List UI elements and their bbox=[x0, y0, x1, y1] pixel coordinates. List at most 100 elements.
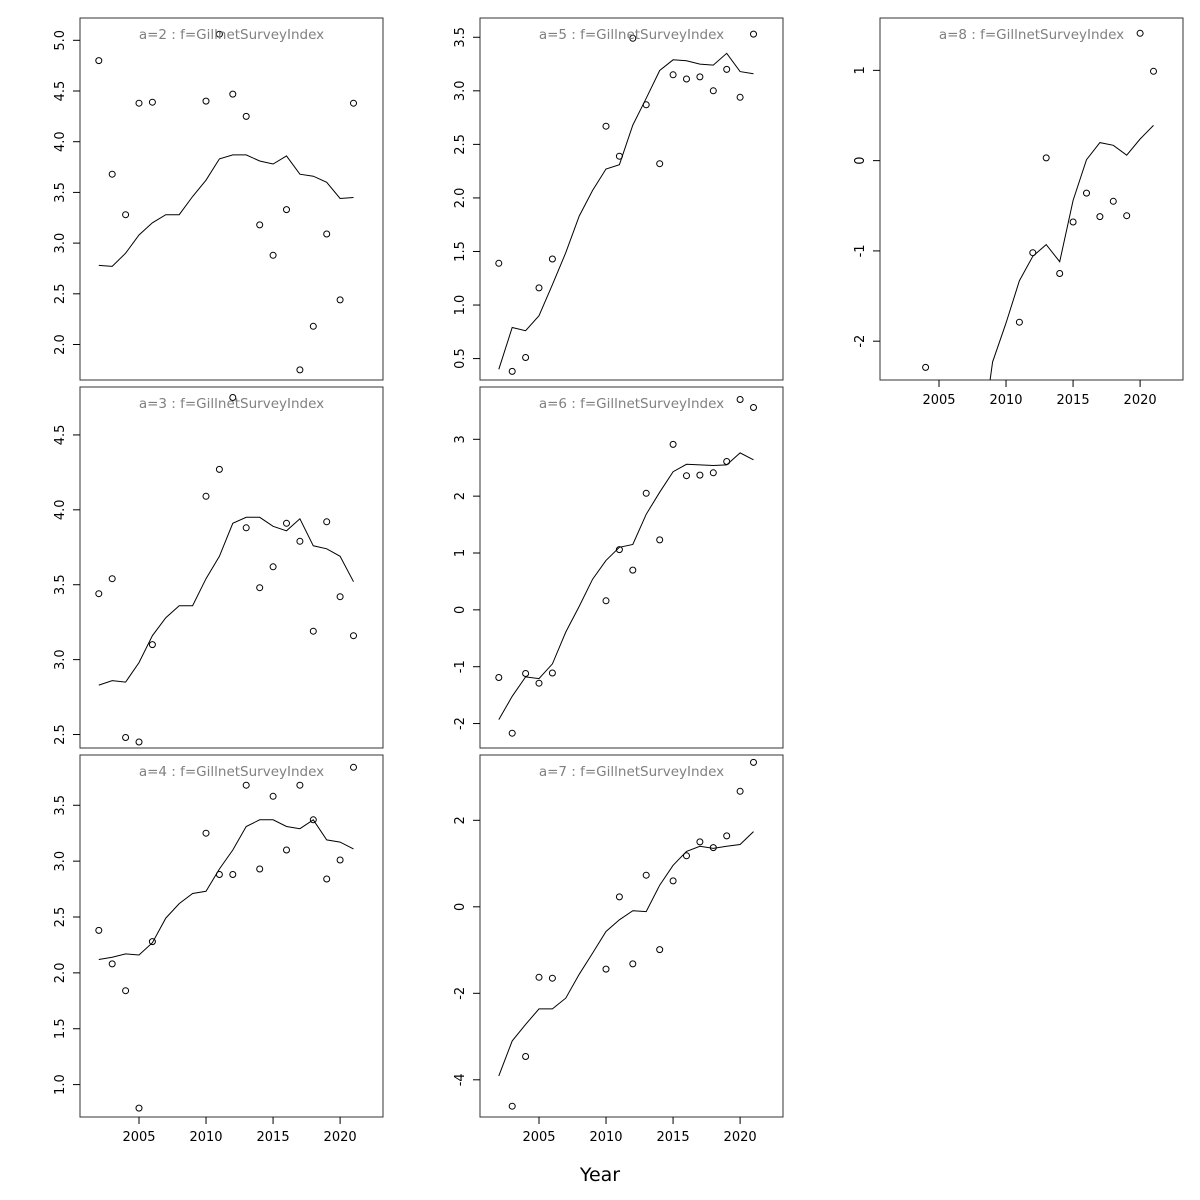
y-tick-label: 4.0 bbox=[53, 131, 68, 152]
observed-point bbox=[202, 829, 210, 837]
observed-point bbox=[736, 93, 744, 101]
observed-point bbox=[602, 597, 610, 605]
observed-point bbox=[1150, 67, 1157, 75]
observed-point bbox=[148, 938, 156, 946]
observed-point bbox=[108, 170, 116, 178]
observed-point bbox=[1015, 318, 1023, 326]
observed-point bbox=[135, 1104, 143, 1112]
y-tick-label: 1.0 bbox=[453, 295, 468, 316]
observed-point bbox=[1069, 218, 1077, 226]
observed-point bbox=[508, 367, 516, 375]
observed-point bbox=[229, 871, 237, 878]
y-tick-label: 4.5 bbox=[53, 81, 68, 102]
plot-frame bbox=[79, 386, 384, 749]
observed-point bbox=[696, 838, 704, 846]
y-tick-label: 2.5 bbox=[53, 283, 68, 304]
observed-point bbox=[696, 471, 704, 479]
observed-point bbox=[350, 632, 357, 640]
observed-point bbox=[508, 729, 516, 737]
y-tick-label: 2.5 bbox=[453, 134, 468, 155]
observed-point bbox=[122, 734, 130, 741]
x-tick-label: 2010 bbox=[589, 1130, 622, 1145]
observed-point bbox=[122, 211, 130, 219]
observed-point bbox=[615, 546, 623, 554]
fitted-line bbox=[98, 154, 354, 267]
observed-point bbox=[269, 792, 277, 800]
observed-point bbox=[615, 893, 623, 901]
observed-point bbox=[1109, 197, 1117, 205]
observed-point bbox=[535, 284, 543, 292]
observed-point bbox=[629, 960, 637, 968]
y-tick-label: 1.0 bbox=[53, 1074, 68, 1095]
observed-point bbox=[1083, 189, 1090, 197]
observed-point bbox=[750, 404, 757, 411]
observed-point bbox=[323, 518, 331, 526]
y-tick-label: 2.5 bbox=[53, 907, 68, 928]
plot-frame bbox=[479, 754, 784, 1118]
panel-6: -2 -1 0 1 2 3 a=6 : f=GillnetSurveyIndex bbox=[453, 386, 784, 749]
x-tick-label: 2005 bbox=[922, 393, 955, 408]
y-tick-label: 3.0 bbox=[53, 851, 68, 872]
panel-title: a=5 : f=GillnetSurveyIndex bbox=[539, 27, 724, 43]
y-tick-label: 0 bbox=[453, 903, 468, 911]
y-tick-label: 2.5 bbox=[53, 724, 68, 745]
observed-point bbox=[350, 99, 357, 107]
y-tick-label: 5.0 bbox=[53, 30, 68, 51]
y-tick-label: 2 bbox=[453, 492, 468, 500]
observed-point bbox=[723, 832, 731, 840]
observed-point bbox=[683, 75, 690, 83]
observed-point bbox=[508, 1102, 516, 1110]
panel-title: a=4 : f=GillnetSurveyIndex bbox=[139, 764, 324, 780]
y-tick-label: 2.0 bbox=[53, 334, 68, 355]
plot-frame bbox=[879, 17, 1184, 381]
fitted-line bbox=[498, 52, 754, 370]
y-tick-label: -2 bbox=[453, 987, 468, 1000]
x-tick-label: 2010 bbox=[189, 1130, 222, 1145]
y-tick-label: -1 bbox=[853, 244, 868, 257]
observed-point bbox=[296, 781, 304, 789]
panel-4: 1.0 1.5 2.0 2.5 3.0 3.5 2005 2010 2015 2020 a=4 : … bbox=[53, 754, 384, 1145]
observed-point bbox=[108, 960, 116, 968]
y-tick-label: 3 bbox=[453, 435, 468, 443]
observed-point bbox=[296, 366, 304, 374]
observed-point bbox=[1042, 154, 1050, 162]
y-tick-label: 1 bbox=[853, 66, 868, 74]
panel-title: a=3 : f=GillnetSurveyIndex bbox=[139, 396, 324, 412]
y-tick-label: 0 bbox=[853, 156, 868, 164]
observed-point bbox=[522, 670, 530, 677]
panel-2: 2.0 2.5 3.0 3.5 4.0 4.5 5.0 a=2 : f=GillnetSurv… bbox=[53, 17, 384, 381]
observed-point bbox=[215, 465, 223, 473]
panel-title: a=6 : f=GillnetSurveyIndex bbox=[539, 396, 724, 412]
observed-point bbox=[296, 537, 304, 545]
observed-point bbox=[602, 965, 610, 973]
x-tick-label: 2005 bbox=[522, 1130, 555, 1145]
observed-point bbox=[229, 394, 237, 401]
y-tick-label: 3.5 bbox=[453, 27, 468, 48]
y-tick-label: 3.5 bbox=[53, 795, 68, 816]
observed-point bbox=[615, 152, 623, 160]
y-tick-label: 0.5 bbox=[453, 348, 468, 369]
plot-frame bbox=[79, 17, 384, 381]
observed-point bbox=[323, 230, 331, 238]
y-tick-label: 1.5 bbox=[453, 241, 468, 262]
plot-frame bbox=[479, 17, 784, 381]
plot-frame bbox=[79, 754, 384, 1118]
y-tick-label: 3.5 bbox=[53, 182, 68, 203]
observed-point bbox=[696, 73, 704, 81]
observed-point bbox=[283, 206, 290, 214]
observed-point bbox=[148, 641, 156, 649]
y-tick-label: 0 bbox=[453, 606, 468, 614]
observed-point bbox=[535, 973, 543, 981]
y-tick-label: 2.0 bbox=[453, 188, 468, 209]
observed-point bbox=[709, 844, 717, 852]
observed-point bbox=[229, 90, 237, 98]
observed-point bbox=[202, 97, 210, 105]
observed-point bbox=[669, 440, 677, 448]
y-tick-label: 3.0 bbox=[453, 80, 468, 101]
y-tick-label: 2.0 bbox=[53, 963, 68, 984]
observed-point bbox=[535, 679, 543, 687]
plot-frame bbox=[479, 386, 784, 749]
fitted-line bbox=[498, 452, 754, 720]
observed-point bbox=[669, 877, 677, 885]
observed-point bbox=[656, 946, 664, 954]
